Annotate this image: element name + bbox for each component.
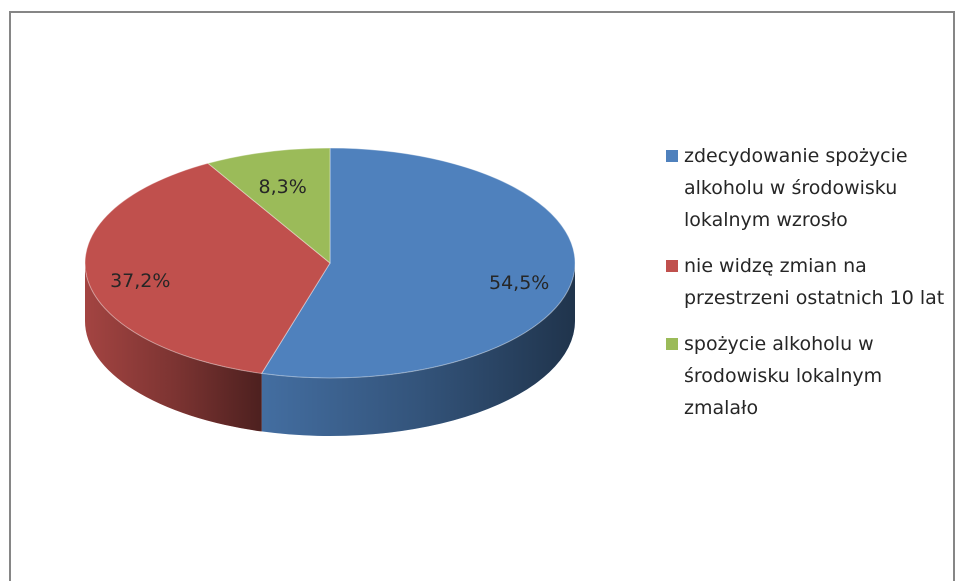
slice (84, 162, 331, 374)
data-label: 37,2% (110, 270, 170, 292)
slice-side-shade (261, 263, 575, 436)
data-label: 8,3% (258, 176, 306, 198)
legend-label: zdecydowanie spożycie alkoholu w środowi… (684, 145, 908, 231)
legend-entry: zdecydowanie spożycie alkoholu w środowi… (662, 140, 952, 236)
legend-swatch (666, 150, 678, 162)
slice-side-shade (85, 263, 262, 432)
data-label: 54,5% (489, 272, 549, 294)
legend-entry: nie widzę zmian na przestrzeni ostatnich… (662, 250, 952, 314)
legend-entry: spożycie alkoholu w środowisku lokalnym … (662, 328, 952, 424)
slice (206, 147, 331, 265)
legend-label: spożycie alkoholu w środowisku lokalnym … (684, 333, 883, 419)
chart-border (9, 11, 955, 581)
legend: zdecydowanie spożycie alkoholu w środowi… (662, 140, 952, 438)
legend-swatch (666, 260, 678, 272)
legend-label: nie widzę zmian na przestrzeni ostatnich… (684, 255, 945, 309)
legend-swatch (666, 338, 678, 350)
slice (260, 147, 576, 379)
